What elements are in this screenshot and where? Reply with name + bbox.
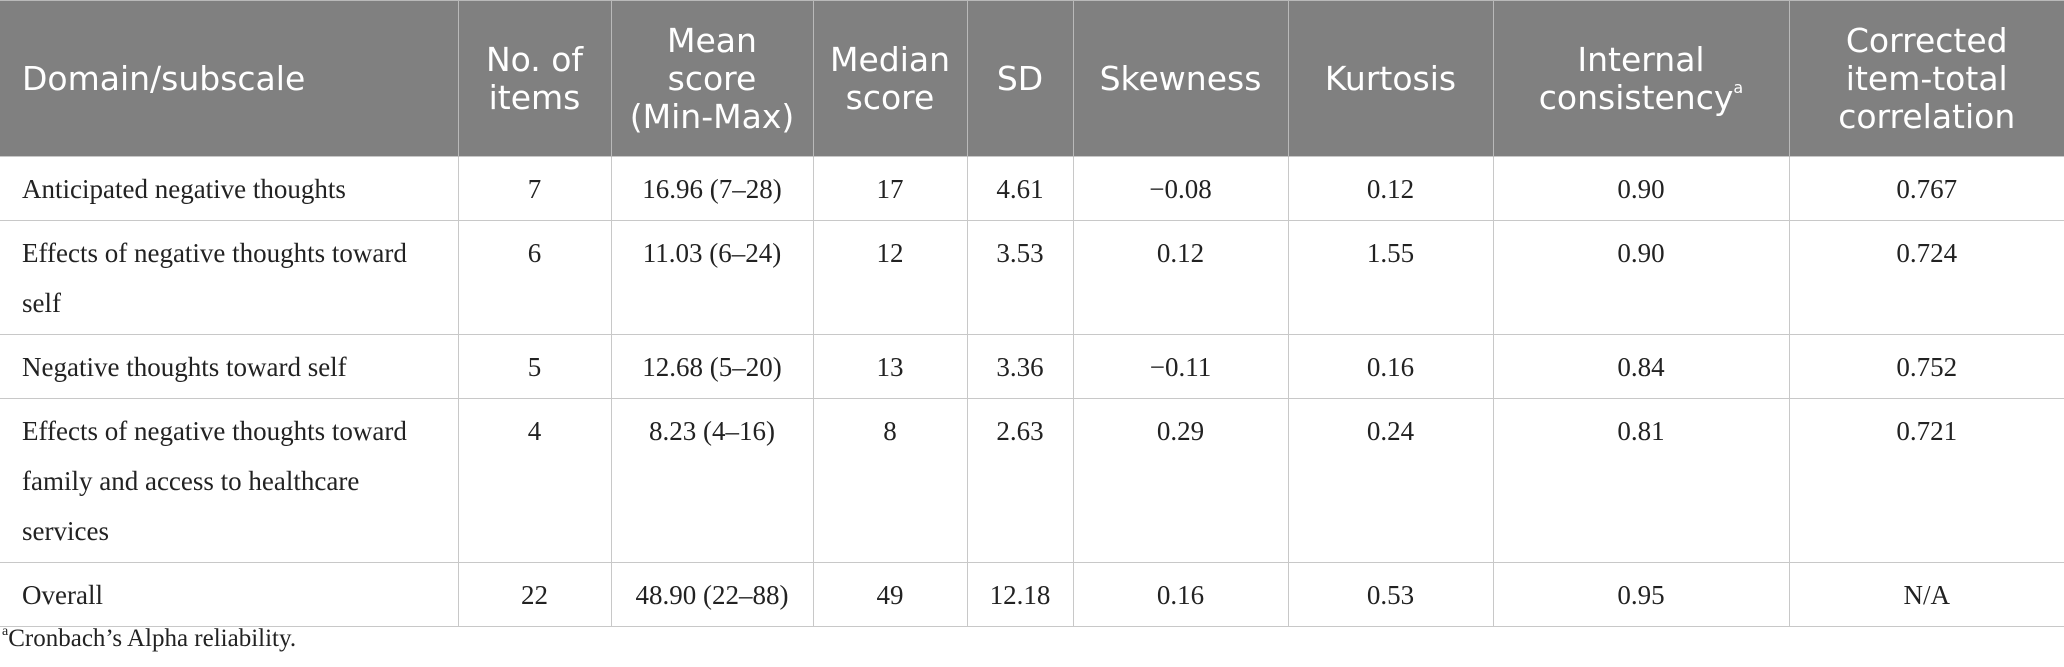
cell-domain: Anticipated negative thoughts [0, 156, 459, 221]
cell-item-total-correlation: N/A [1788, 562, 2064, 627]
cell-domain: Effects of negative thoughts toward fami… [0, 398, 459, 563]
table-header-row: Domain/subscale No. of items Mean score … [0, 0, 2064, 157]
cell-internal-consistency: 0.81 [1492, 398, 1790, 563]
cell-domain: Negative thoughts toward self [0, 334, 459, 399]
cell-sd: 12.18 [966, 562, 1074, 627]
header-sd: SD [966, 0, 1074, 157]
cell-median-score: 12 [812, 220, 968, 335]
cell-item-total-correlation: 0.752 [1788, 334, 2064, 399]
table-row: Effects of negative thoughts toward self… [0, 220, 2064, 335]
cell-internal-consistency: 0.95 [1492, 562, 1790, 627]
results-table: Domain/subscale No. of items Mean score … [0, 0, 2064, 627]
footnote-marker: a [2, 623, 9, 639]
cell-mean-score: 16.96 (7–28) [610, 156, 814, 221]
table-footnote: aCronbach’s Alpha reliability. [2, 624, 296, 654]
cell-skewness: −0.11 [1072, 334, 1289, 399]
header-internal-consistency: Internal consistencya [1492, 0, 1790, 157]
cell-kurtosis: 1.55 [1287, 220, 1494, 335]
cell-skewness: −0.08 [1072, 156, 1289, 221]
cell-kurtosis: 0.16 [1287, 334, 1494, 399]
cell-domain: Effects of negative thoughts toward self [0, 220, 459, 335]
results-table-container: Domain/subscale No. of items Mean score … [0, 0, 2064, 627]
cell-kurtosis: 0.12 [1287, 156, 1494, 221]
cell-median-score: 49 [812, 562, 968, 627]
cell-mean-score: 11.03 (6–24) [610, 220, 814, 335]
header-median-score: Median score [812, 0, 968, 157]
cell-internal-consistency: 0.84 [1492, 334, 1790, 399]
footnote-marker: a [1733, 77, 1744, 97]
cell-mean-score: 48.90 (22–88) [610, 562, 814, 627]
cell-skewness: 0.16 [1072, 562, 1289, 627]
cell-no-of-items: 5 [457, 334, 612, 399]
footnote-text: Cronbach’s Alpha reliability. [8, 625, 297, 652]
cell-sd: 4.61 [966, 156, 1074, 221]
table-row-overall: Overall 22 48.90 (22–88) 49 12.18 0.16 0… [0, 562, 2064, 627]
table-row: Negative thoughts toward self 5 12.68 (5… [0, 334, 2064, 399]
cell-mean-score: 12.68 (5–20) [610, 334, 814, 399]
cell-internal-consistency: 0.90 [1492, 156, 1790, 221]
header-no-of-items: No. of items [457, 0, 612, 157]
cell-skewness: 0.12 [1072, 220, 1289, 335]
cell-item-total-correlation: 0.721 [1788, 398, 2064, 563]
cell-item-total-correlation: 0.767 [1788, 156, 2064, 221]
cell-no-of-items: 7 [457, 156, 612, 221]
cell-skewness: 0.29 [1072, 398, 1289, 563]
cell-no-of-items: 22 [457, 562, 612, 627]
cell-median-score: 8 [812, 398, 968, 563]
cell-sd: 3.36 [966, 334, 1074, 399]
header-corrected-item-total-correlation: Corrected item-total correlation [1788, 0, 2064, 157]
table-row: Effects of negative thoughts toward fami… [0, 398, 2064, 563]
cell-kurtosis: 0.53 [1287, 562, 1494, 627]
cell-internal-consistency: 0.90 [1492, 220, 1790, 335]
header-domain-subscale: Domain/subscale [0, 0, 459, 157]
table-row: Anticipated negative thoughts 7 16.96 (7… [0, 156, 2064, 221]
cell-sd: 2.63 [966, 398, 1074, 563]
cell-no-of-items: 4 [457, 398, 612, 563]
cell-median-score: 13 [812, 334, 968, 399]
cell-item-total-correlation: 0.724 [1788, 220, 2064, 335]
header-kurtosis: Kurtosis [1287, 0, 1494, 157]
header-skewness: Skewness [1072, 0, 1289, 157]
header-mean-score: Mean score (Min-Max) [610, 0, 814, 157]
cell-median-score: 17 [812, 156, 968, 221]
cell-mean-score: 8.23 (4–16) [610, 398, 814, 563]
cell-domain: Overall [0, 562, 459, 627]
cell-kurtosis: 0.24 [1287, 398, 1494, 563]
cell-no-of-items: 6 [457, 220, 612, 335]
cell-sd: 3.53 [966, 220, 1074, 335]
